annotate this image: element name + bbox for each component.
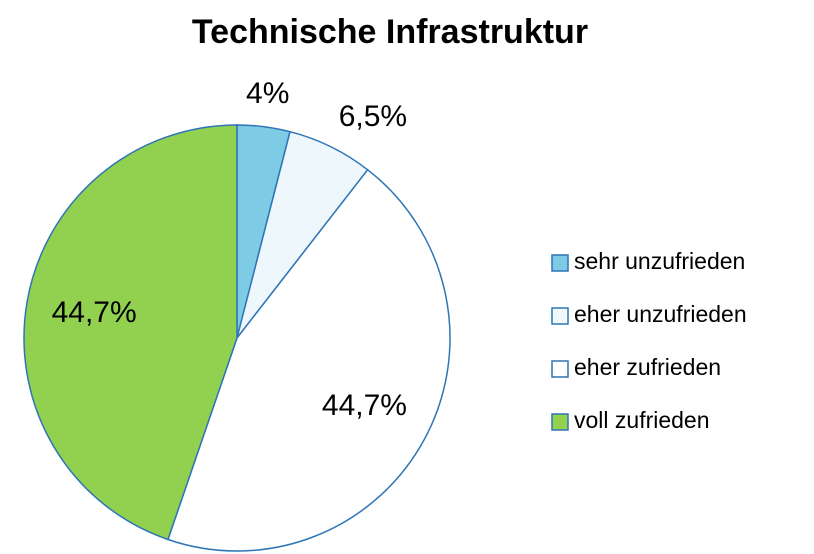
pie-slice	[166, 168, 451, 552]
chart-title: Technische Infrastruktur	[192, 13, 588, 51]
legend-swatch	[551, 254, 569, 272]
legend-swatch	[551, 413, 569, 431]
legend-swatch	[551, 307, 569, 325]
data-label: 44,7%	[322, 389, 407, 422]
legend-label: sehr unzufrieden	[574, 248, 745, 274]
data-label: 44,7%	[52, 296, 137, 329]
legend-swatch	[551, 360, 569, 378]
data-label: 6,5%	[339, 100, 407, 133]
legend-label: eher unzufrieden	[574, 301, 747, 327]
legend-label: voll zufrieden	[574, 407, 710, 433]
data-label: 4%	[246, 77, 289, 110]
legend-label: eher zufrieden	[574, 354, 721, 380]
pie-slice	[23, 124, 238, 541]
